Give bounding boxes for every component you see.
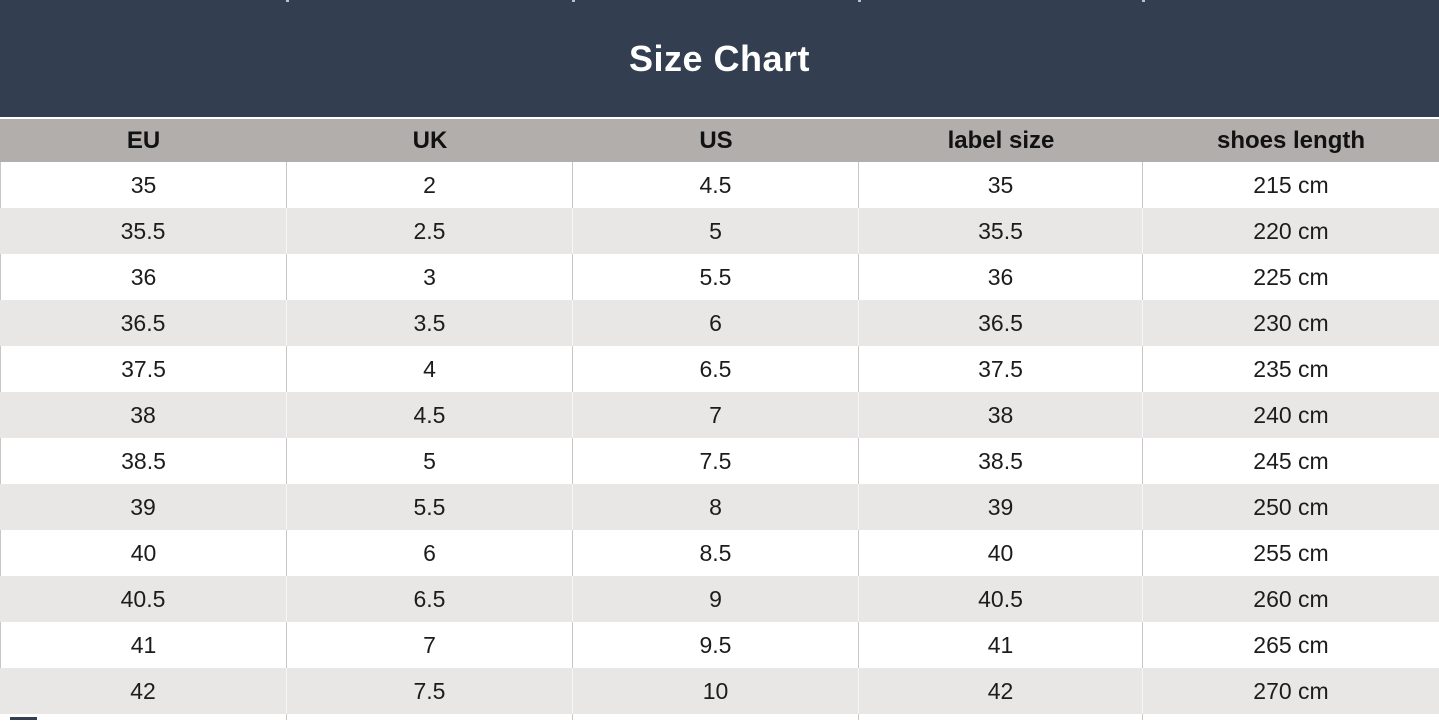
- table-cell: 230 cm: [1253, 309, 1329, 336]
- table-cell: 40: [0, 530, 287, 576]
- table-row: 36.5 3.5 6 36.5 230 cm: [0, 300, 1439, 346]
- table-cell: 36: [859, 254, 1143, 300]
- table-row: 38.5 5 7.5 38.5 245 cm: [0, 438, 1439, 484]
- table-cell: 6: [287, 530, 573, 576]
- table-cell: 40.5: [0, 576, 287, 622]
- table-row: 36 3 5.5 36 225 cm: [0, 254, 1439, 300]
- title-band: Size Chart: [0, 0, 1439, 119]
- table-cell: 3: [287, 254, 573, 300]
- column-header-label-size: label size: [947, 126, 1055, 154]
- bottom-strip-cell: [1143, 714, 1439, 720]
- grid-tick-icon: [572, 0, 575, 2]
- table-cell: 240 cm: [1253, 401, 1329, 428]
- table-cell: 2.5: [287, 208, 573, 254]
- table-cell: 3.5: [287, 300, 573, 346]
- table-cell: 5: [573, 208, 859, 254]
- grid-tick-icon: [286, 0, 289, 2]
- page-title: Size Chart: [628, 37, 811, 79]
- table-row: 41 7 9.5 41 265 cm: [0, 622, 1439, 668]
- table-cell: 9.5: [573, 622, 859, 668]
- bottom-strip-cell: [573, 714, 859, 720]
- table-cell: 225 cm: [1253, 263, 1329, 290]
- table-cell: 9: [573, 576, 859, 622]
- grid-tick-icon: [858, 0, 861, 2]
- table-cell: 39: [859, 484, 1143, 530]
- table-cell: 6.5: [287, 576, 573, 622]
- table-cell: 265 cm: [1253, 631, 1329, 658]
- column-header-eu: EU: [126, 126, 161, 154]
- table-row: 42 7.5 10 42 270 cm: [0, 668, 1439, 714]
- table-cell: 42: [859, 668, 1143, 714]
- table-cell: 7.5: [287, 668, 573, 714]
- table-cell: 7.5: [573, 438, 859, 484]
- table-cell: 35: [859, 162, 1143, 208]
- column-header-shoes-length: shoes length: [1216, 126, 1366, 154]
- table-cell: 38.5: [859, 438, 1143, 484]
- table-cell: 8.5: [573, 530, 859, 576]
- table-cell: 36.5: [859, 300, 1143, 346]
- grid-tick-icon: [1142, 0, 1145, 2]
- table-row: 35 2 4.5 35 215 cm: [0, 162, 1439, 208]
- table-row: 40.5 6.5 9 40.5 260 cm: [0, 576, 1439, 622]
- bottom-strip-cell: [859, 714, 1143, 720]
- table-cell: 4.5: [573, 162, 859, 208]
- table-header-row: EU UK US label size shoes length: [0, 119, 1439, 162]
- corner-fragment: [10, 717, 37, 720]
- table-cell: 255 cm: [1253, 539, 1329, 566]
- table-body: 35 2 4.5 35 215 cm 35.5 2.5 5 35.5 220 cm 36 3 5.5 36…: [0, 162, 1439, 714]
- table-cell: 41: [859, 622, 1143, 668]
- table-cell: 5.5: [573, 254, 859, 300]
- table-cell: 7: [573, 392, 859, 438]
- table-cell: 40: [859, 530, 1143, 576]
- table-cell: 4.5: [287, 392, 573, 438]
- table-cell: 35.5: [0, 208, 287, 254]
- table-cell: 38: [859, 392, 1143, 438]
- table-cell: 42: [0, 668, 287, 714]
- table-cell: 36: [0, 254, 287, 300]
- table-cell: 38: [0, 392, 287, 438]
- table-cell: 5: [287, 438, 573, 484]
- table-row: 39 5.5 8 39 250 cm: [0, 484, 1439, 530]
- table-cell: 10: [573, 668, 859, 714]
- table-cell: 38.5: [0, 438, 287, 484]
- table-cell: 6: [573, 300, 859, 346]
- table-cell: 250 cm: [1253, 493, 1329, 520]
- table-row: 40 6 8.5 40 255 cm: [0, 530, 1439, 576]
- column-header-uk: UK: [412, 126, 448, 154]
- table-cell: 2: [287, 162, 573, 208]
- bottom-strip-cell: [287, 714, 573, 720]
- table-cell: 35: [0, 162, 287, 208]
- table-cell: 235 cm: [1253, 355, 1329, 382]
- table-cell: 37.5: [859, 346, 1143, 392]
- table-cell: 6.5: [573, 346, 859, 392]
- table-cell: 260 cm: [1253, 585, 1329, 612]
- table-cell: 215 cm: [1253, 171, 1329, 198]
- table-cell: 37.5: [0, 346, 287, 392]
- table-cell: 36.5: [0, 300, 287, 346]
- column-header-us: US: [699, 126, 733, 154]
- table-cell: 35.5: [859, 208, 1143, 254]
- table-row: 35.5 2.5 5 35.5 220 cm: [0, 208, 1439, 254]
- table-cell: 220 cm: [1253, 217, 1329, 244]
- table-cell: 41: [0, 622, 287, 668]
- table-cell: 5.5: [287, 484, 573, 530]
- table-cell: 40.5: [859, 576, 1143, 622]
- table-cell: 4: [287, 346, 573, 392]
- table-cell: 39: [0, 484, 287, 530]
- bottom-strip: [0, 714, 1439, 720]
- bottom-strip-cell: [0, 714, 287, 720]
- table-cell: 270 cm: [1253, 677, 1329, 704]
- table-row: 37.5 4 6.5 37.5 235 cm: [0, 346, 1439, 392]
- table-row: 38 4.5 7 38 240 cm: [0, 392, 1439, 438]
- table-cell: 7: [287, 622, 573, 668]
- table-cell: 8: [573, 484, 859, 530]
- table-cell: 245 cm: [1253, 447, 1329, 474]
